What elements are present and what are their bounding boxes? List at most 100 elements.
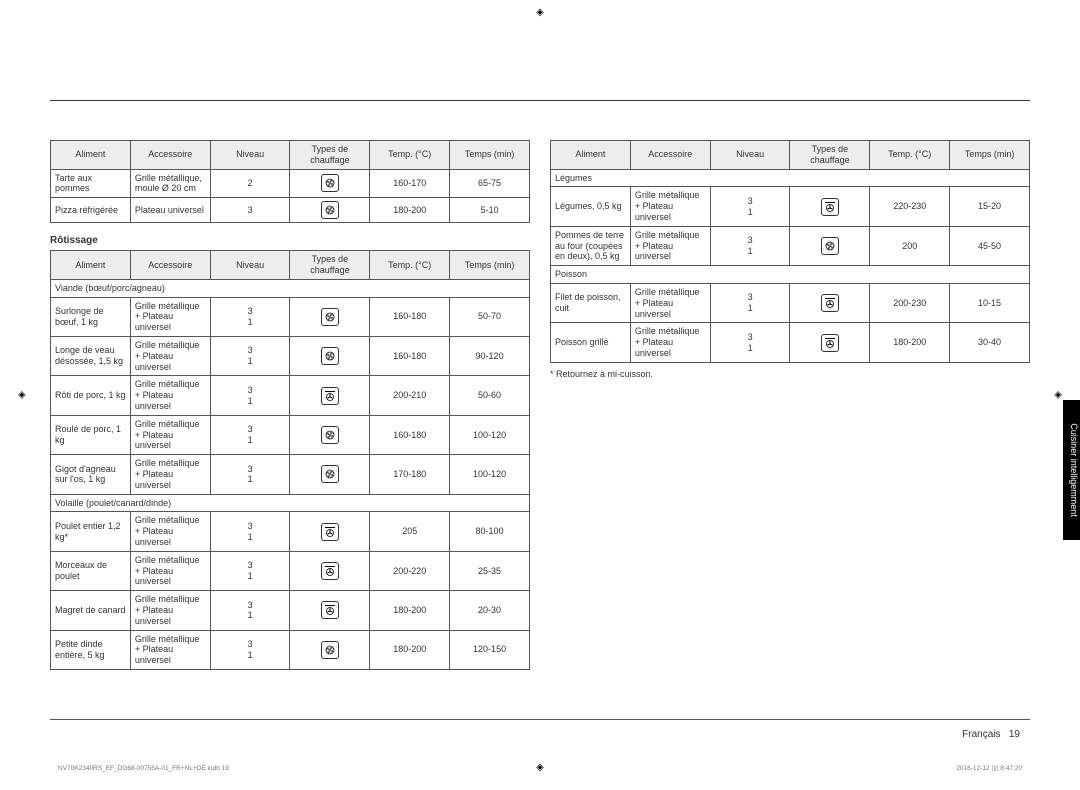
cell-niveau: 31 <box>210 415 290 454</box>
cell-aliment: Rôti de porc, 1 kg <box>51 376 131 415</box>
cell-type <box>290 376 370 415</box>
col-header-aliment: Aliment <box>51 251 131 280</box>
col-header-temps: Temps (min) <box>950 141 1030 170</box>
cell-type <box>290 415 370 454</box>
cell-temp: 200 <box>870 226 950 265</box>
col-header-accessoire: Accessoire <box>130 251 210 280</box>
cell-temps: 100-120 <box>450 455 530 494</box>
cell-temp: 180-200 <box>370 630 450 669</box>
heating-icon-conventional <box>321 347 339 365</box>
footer-lang: Français <box>962 729 1000 740</box>
cell-temp: 180-200 <box>370 591 450 630</box>
table-row: Longe de veau désossée, 1,5 kg Grille mé… <box>51 336 530 375</box>
cell-niveau: 31 <box>710 323 790 362</box>
cell-temp: 160-180 <box>370 336 450 375</box>
cell-temp: 170-180 <box>370 455 450 494</box>
footer-page: 19 <box>1009 729 1020 740</box>
cell-type <box>290 512 370 551</box>
col-header-aliment: Aliment <box>51 141 131 170</box>
cell-temps: 120-150 <box>450 630 530 669</box>
cell-aliment: Morceaux de poulet <box>51 551 131 590</box>
section-heading-rotissage: Rôtissage <box>50 235 530 246</box>
cell-temp: 200-230 <box>870 283 950 322</box>
registration-mark-left: ◈ <box>18 390 26 401</box>
cell-aliment: Magret de canard <box>51 591 131 630</box>
section-row: Volaille (poulet/canard/dinde) <box>51 494 530 512</box>
cell-accessoire: Grille métallique + Plateau universel <box>630 226 710 265</box>
print-footer-right: 2016-12-12 ▯▯ 8:47:20 <box>956 764 1022 772</box>
table-row: Poisson grillé Grille métallique + Plate… <box>551 323 1030 362</box>
cell-niveau: 31 <box>710 187 790 226</box>
heating-icon-fan-top <box>821 334 839 352</box>
table-row: Pizza réfrigérée Plateau universel 3 180… <box>51 198 530 223</box>
section-row: Légumes <box>551 169 1030 187</box>
cell-aliment: Roulé de porc, 1 kg <box>51 415 131 454</box>
cell-aliment: Légumes, 0,5 kg <box>551 187 631 226</box>
cell-type <box>290 591 370 630</box>
table-row: Tarte aux pommes Grille métallique, moul… <box>51 169 530 198</box>
cell-temp: 180-200 <box>370 198 450 223</box>
heating-icon-fan-top <box>821 198 839 216</box>
side-tab-chapter: Cuisiner intelligemment <box>1063 400 1080 540</box>
cell-accessoire: Grille métallique + Plateau universel <box>130 336 210 375</box>
cell-aliment: Pizza réfrigérée <box>51 198 131 223</box>
cell-temps: 50-70 <box>450 297 530 336</box>
section-title: Poisson <box>551 266 1030 284</box>
cooking-table-rotissage: Aliment Accessoire Niveau Types de chauf… <box>50 250 530 670</box>
cell-temps: 20-30 <box>450 591 530 630</box>
cell-niveau: 31 <box>210 297 290 336</box>
col-header-aliment: Aliment <box>551 141 631 170</box>
cell-temps: 30-40 <box>950 323 1030 362</box>
cell-aliment: Petite dinde entière, 5 kg <box>51 630 131 669</box>
heating-icon-conventional <box>321 174 339 192</box>
cell-accessoire: Grille métallique + Plateau universel <box>130 512 210 551</box>
cell-aliment: Surlonge de bœuf, 1 kg <box>51 297 131 336</box>
section-title: Légumes <box>551 169 1030 187</box>
cell-temps: 10-15 <box>950 283 1030 322</box>
cell-temps: 65-75 <box>450 169 530 198</box>
col-header-temp: Temp. (°C) <box>870 141 950 170</box>
heating-icon-fan-top <box>821 294 839 312</box>
cell-accessoire: Grille métallique + Plateau universel <box>630 187 710 226</box>
cell-niveau: 31 <box>710 226 790 265</box>
table-row: Poulet entier 1,2 kg* Grille métallique … <box>51 512 530 551</box>
table-row: Morceaux de poulet Grille métallique + P… <box>51 551 530 590</box>
cell-temp: 220-230 <box>870 187 950 226</box>
table-row: Gigot d'agneau sur l'os, 1 kg Grille mét… <box>51 455 530 494</box>
col-header-temp: Temp. (°C) <box>370 251 450 280</box>
table-row: Petite dinde entière, 5 kg Grille métall… <box>51 630 530 669</box>
cell-niveau: 3 <box>210 198 290 223</box>
section-row: Viande (bœuf/porc/agneau) <box>51 279 530 297</box>
cell-type <box>290 336 370 375</box>
cell-temp: 180-200 <box>870 323 950 362</box>
table-row: Filet de poisson, cuit Grille métallique… <box>551 283 1030 322</box>
page-footer: Français 19 <box>962 729 1020 740</box>
cell-type <box>790 323 870 362</box>
registration-mark-right: ◈ <box>1054 390 1062 401</box>
heating-icon-conventional <box>321 641 339 659</box>
cell-niveau: 31 <box>210 455 290 494</box>
cell-temp: 200-210 <box>370 376 450 415</box>
cell-temp: 160-170 <box>370 169 450 198</box>
table-row: Rôti de porc, 1 kg Grille métallique + P… <box>51 376 530 415</box>
section-row: Poisson <box>551 266 1030 284</box>
cell-accessoire: Grille métallique + Plateau universel <box>130 297 210 336</box>
registration-mark-top: ◈ <box>536 7 544 18</box>
side-tab-label: Cuisiner intelligemment <box>1069 423 1079 517</box>
cell-temps: 80-100 <box>450 512 530 551</box>
top-rule <box>50 100 1030 101</box>
cooking-table-right: Aliment Accessoire Niveau Types de chauf… <box>550 140 1030 363</box>
cell-accessoire: Grille métallique + Plateau universel <box>630 323 710 362</box>
cell-aliment: Gigot d'agneau sur l'os, 1 kg <box>51 455 131 494</box>
cell-accessoire: Grille métallique + Plateau universel <box>130 415 210 454</box>
col-header-niveau: Niveau <box>710 141 790 170</box>
cell-temp: 160-180 <box>370 297 450 336</box>
cell-accessoire: Grille métallique + Plateau universel <box>130 630 210 669</box>
cell-aliment: Poulet entier 1,2 kg* <box>51 512 131 551</box>
cell-accessoire: Grille métallique + Plateau universel <box>130 551 210 590</box>
cell-accessoire: Plateau universel <box>130 198 210 223</box>
cell-type <box>790 283 870 322</box>
cell-temps: 45-50 <box>950 226 1030 265</box>
left-column: Aliment Accessoire Niveau Types de chauf… <box>50 140 530 710</box>
cell-niveau: 31 <box>210 630 290 669</box>
